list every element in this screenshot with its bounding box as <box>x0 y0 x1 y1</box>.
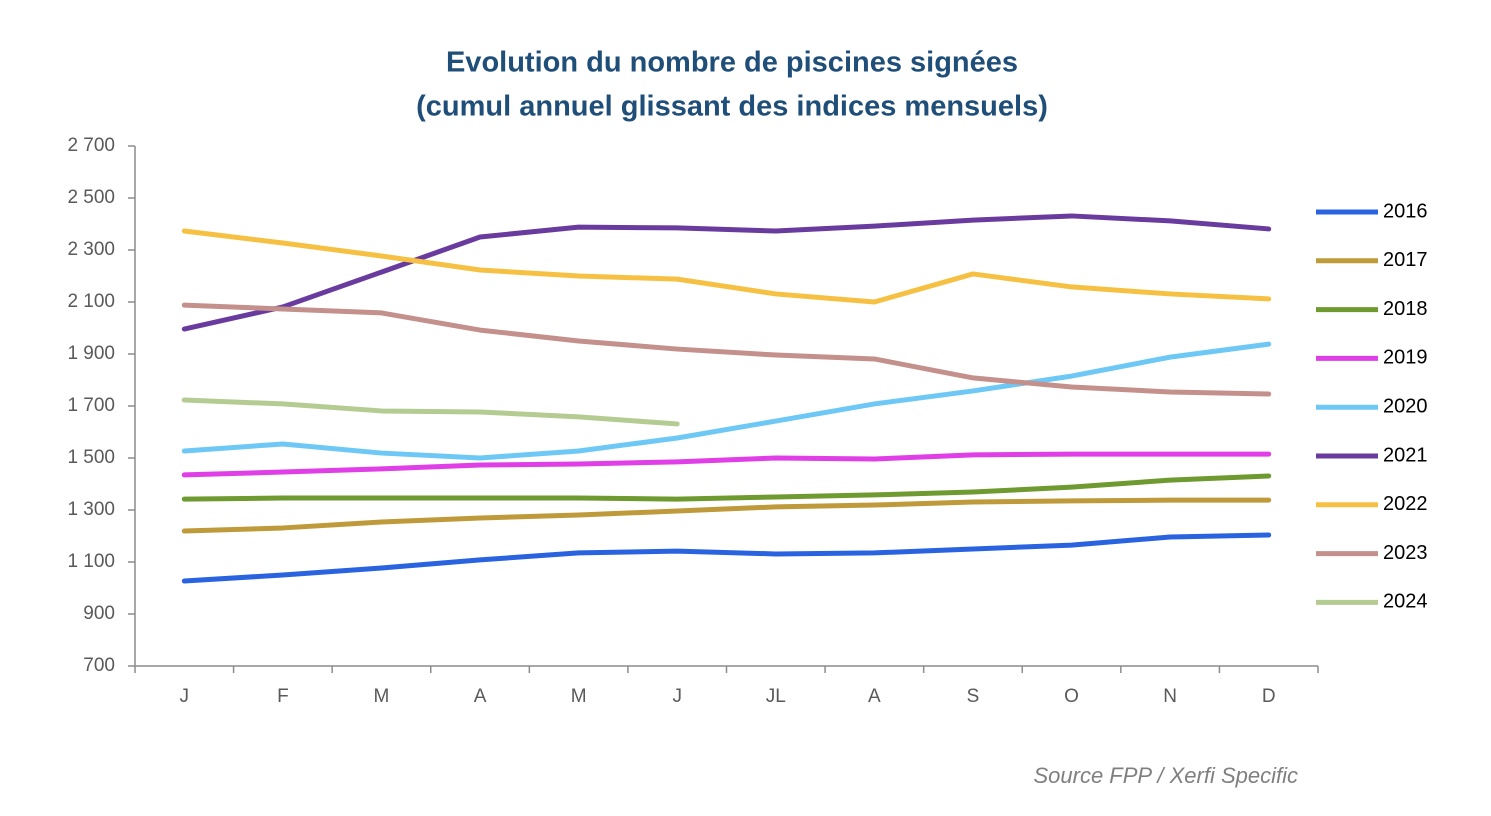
legend-label: 2017 <box>1383 249 1428 271</box>
legend-label: 2022 <box>1383 493 1428 515</box>
y-tick-label: 1 100 <box>67 551 115 572</box>
series-line <box>181 228 1272 305</box>
x-tick-label: J <box>180 686 190 707</box>
x-tick-label: F <box>277 686 289 707</box>
series-line <box>181 532 1272 584</box>
y-tick-label: 2 100 <box>67 291 115 312</box>
y-tick-label: 900 <box>83 603 115 624</box>
legend-label: 2018 <box>1383 298 1428 320</box>
y-tick-label: 1 900 <box>67 343 115 364</box>
chart-title: Evolution du nombre de piscines signées <box>446 47 1018 79</box>
legend-label: 2024 <box>1383 591 1428 613</box>
legend-label: 2023 <box>1383 542 1428 564</box>
series-line <box>181 473 1272 502</box>
x-tick-label: JL <box>766 686 786 707</box>
series-line <box>181 497 1272 534</box>
series-line <box>181 213 1272 332</box>
legend-label: 2020 <box>1383 395 1428 417</box>
legend-label: 2021 <box>1383 444 1428 466</box>
x-tick-label: O <box>1064 686 1079 707</box>
chart-subtitle: (cumul annuel glissant des indices mensu… <box>416 91 1048 123</box>
source-note: Source FPP / Xerfi Specific <box>1033 763 1298 788</box>
series-line <box>181 341 1272 461</box>
y-tick-label: 2 500 <box>67 187 115 208</box>
x-tick-label: A <box>474 686 487 707</box>
x-tick-label: D <box>1262 686 1276 707</box>
y-tick-label: 700 <box>83 655 115 676</box>
series-line <box>181 302 1272 397</box>
y-tick-label: 1 500 <box>67 447 115 468</box>
x-tick-label: S <box>967 686 980 707</box>
series-line <box>181 451 1272 478</box>
y-tick-label: 2 300 <box>67 239 115 260</box>
y-tick-label: 1 300 <box>67 499 115 520</box>
x-tick-label: N <box>1163 686 1177 707</box>
x-tick-label: M <box>571 686 587 707</box>
legend-label: 2016 <box>1383 200 1428 222</box>
series-line <box>181 397 680 427</box>
y-tick-label: 2 700 <box>67 135 115 156</box>
x-tick-label: A <box>868 686 881 707</box>
y-tick-label: 1 700 <box>67 395 115 416</box>
x-tick-label: M <box>374 686 390 707</box>
x-tick-label: J <box>672 686 682 707</box>
legend-label: 2019 <box>1383 347 1428 369</box>
